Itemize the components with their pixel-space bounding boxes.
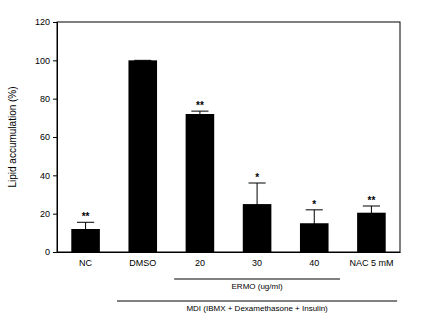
x-tick-label: 20 bbox=[195, 258, 205, 268]
y-tick: 60 bbox=[40, 132, 57, 142]
y-tick: 20 bbox=[40, 209, 57, 219]
y-tick-mark bbox=[53, 137, 57, 138]
error-bar-stem bbox=[314, 210, 315, 237]
error-bar-stem bbox=[199, 111, 200, 117]
error-bar bbox=[249, 183, 266, 225]
x-tick-label: 30 bbox=[252, 258, 262, 268]
error-bar bbox=[191, 111, 208, 117]
y-tick: 0 bbox=[45, 247, 57, 257]
y-tick: 100 bbox=[35, 56, 57, 66]
error-bar-cap bbox=[134, 60, 151, 61]
y-tick-mark bbox=[53, 214, 57, 215]
plot-frame bbox=[57, 22, 400, 252]
groups: ERMO (ug/ml) MDI (IBMX + Dexamethasone + … bbox=[117, 279, 397, 313]
x-axis-line bbox=[58, 252, 401, 253]
significance-label: ** bbox=[82, 211, 90, 222]
x-tick: NAC 5 mM bbox=[349, 252, 393, 268]
y-tick-label: 20 bbox=[40, 209, 50, 219]
x-axis: NC DMSO 20 30 40 NAC 5 mM bbox=[58, 252, 401, 268]
significance-label: ** bbox=[368, 195, 376, 206]
significance-label: ** bbox=[196, 100, 204, 111]
bars bbox=[71, 60, 385, 252]
x-tick: 30 bbox=[252, 252, 262, 268]
x-tick: DMSO bbox=[129, 252, 156, 268]
error-bar-stem bbox=[85, 222, 86, 235]
x-tick-label: NAC 5 mM bbox=[349, 258, 393, 268]
significance-label: * bbox=[255, 172, 259, 183]
error-bar bbox=[306, 210, 323, 237]
y-tick-label: 100 bbox=[35, 56, 50, 66]
x-tick: NC bbox=[79, 252, 92, 268]
x-tick-label: NC bbox=[79, 258, 92, 268]
y-tick: 80 bbox=[40, 94, 57, 104]
group-line bbox=[174, 279, 340, 280]
significance: ******** bbox=[82, 100, 376, 222]
error-bar bbox=[363, 206, 380, 219]
x-tick-label: DMSO bbox=[129, 258, 156, 268]
error-bar bbox=[134, 60, 151, 61]
error-bar-stem bbox=[257, 183, 258, 225]
y-tick-label: 120 bbox=[35, 17, 50, 27]
y-axis-line bbox=[53, 23, 58, 253]
y-axis: 0 20 40 60 80 100 120 bbox=[35, 17, 58, 257]
bar bbox=[186, 114, 215, 252]
y-tick: 120 bbox=[35, 17, 57, 27]
y-tick-mark bbox=[53, 22, 57, 23]
x-tick: 20 bbox=[195, 252, 205, 268]
group-label: MDI (IBMX + Dexamethasone + Insulin) bbox=[186, 304, 328, 313]
y-tick-label: 60 bbox=[40, 132, 50, 142]
y-axis-title: Lipid accumulation (%) bbox=[7, 86, 18, 187]
error-bar bbox=[77, 222, 94, 235]
y-tick-mark bbox=[53, 252, 57, 253]
bar bbox=[128, 60, 157, 252]
y-tick-mark bbox=[53, 99, 57, 100]
group-line bbox=[117, 301, 397, 302]
plot: 020406080100120NCDMSO203040NAC 5 mM*****… bbox=[35, 17, 401, 313]
significance-label: * bbox=[312, 199, 316, 210]
y-tick-mark bbox=[53, 60, 57, 61]
x-tick-label: 40 bbox=[309, 258, 319, 268]
x-tick: 40 bbox=[309, 252, 319, 268]
group-label: ERMO (ug/ml) bbox=[232, 282, 283, 291]
y-tick-label: 80 bbox=[40, 94, 50, 104]
chart: 020406080100120NCDMSO203040NAC 5 mM*****… bbox=[0, 0, 424, 320]
y-tick: 40 bbox=[40, 171, 57, 181]
y-tick-label: 0 bbox=[45, 247, 50, 257]
y-tick-label: 40 bbox=[40, 171, 50, 181]
error-bar-stem bbox=[371, 206, 372, 219]
y-tick-mark bbox=[53, 175, 57, 176]
